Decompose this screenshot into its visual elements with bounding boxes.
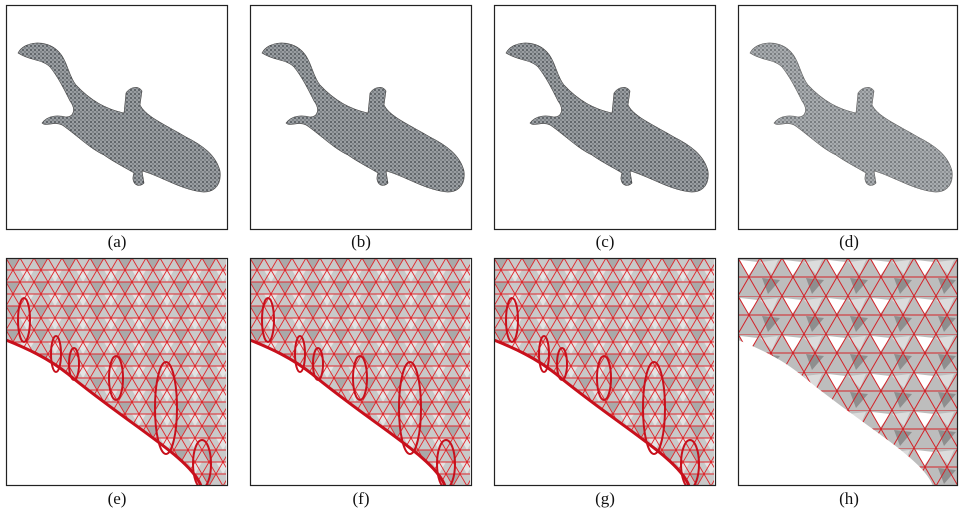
panel-frame <box>5 257 229 487</box>
mesh-image <box>738 258 958 486</box>
panel <box>493 257 717 487</box>
point-cloud-image <box>17 42 221 193</box>
point-cloud-image <box>261 42 465 193</box>
panel-frame <box>249 257 473 487</box>
panel-frame <box>737 257 959 487</box>
panel-frame <box>249 4 473 231</box>
panel-label: (f) <box>353 489 370 508</box>
point-cloud-image <box>505 42 709 193</box>
panel <box>249 4 473 231</box>
panel-label: (e) <box>108 489 127 508</box>
panel-label: (b) <box>351 232 371 251</box>
panel <box>5 4 229 231</box>
panel <box>737 4 959 231</box>
panel-label: (a) <box>108 232 127 251</box>
panel <box>737 257 959 487</box>
panel <box>493 4 717 231</box>
panel-label: (d) <box>839 232 859 251</box>
panel-frame <box>5 4 229 231</box>
mesh-image <box>250 258 470 486</box>
panel-label: (h) <box>839 489 859 508</box>
panel-frame <box>737 4 959 231</box>
panel-label: (c) <box>596 232 615 251</box>
panel <box>249 257 473 487</box>
mesh-image <box>494 258 714 486</box>
point-cloud-image <box>749 42 953 193</box>
panel-label: (g) <box>595 489 615 508</box>
mesh-image <box>6 258 226 486</box>
panel-frame <box>493 257 717 487</box>
panel-frame <box>493 4 717 231</box>
panel <box>5 257 229 487</box>
